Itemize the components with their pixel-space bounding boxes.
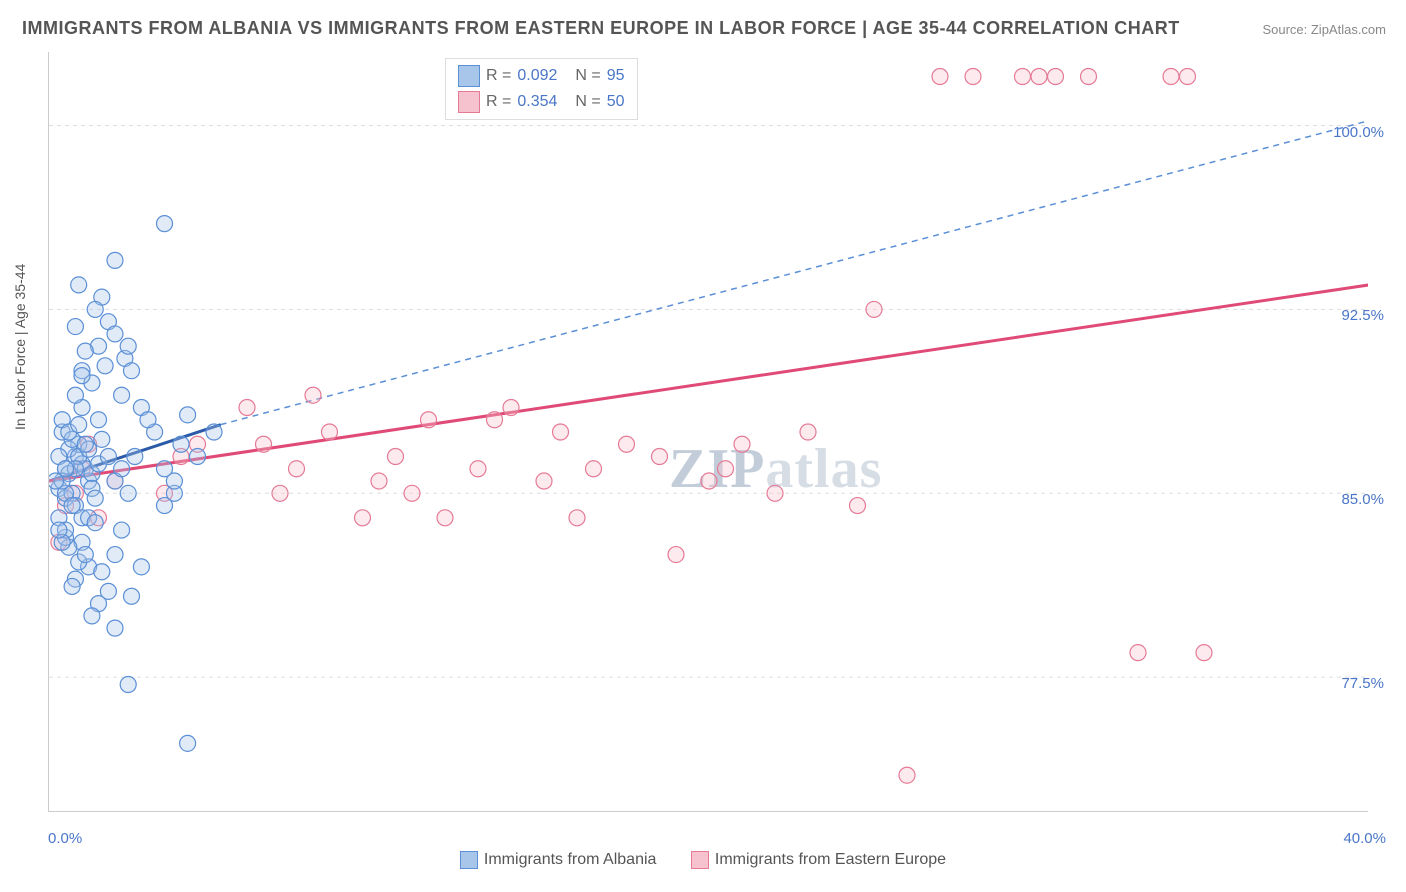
- x-tick-label-min: 0.0%: [48, 830, 82, 847]
- n-label: N =: [575, 93, 600, 111]
- source-prefix: Source:: [1262, 22, 1310, 37]
- n-value-albania: 95: [607, 67, 625, 85]
- correlation-legend: R = 0.092 N = 95 R = 0.354 N = 50: [445, 58, 638, 120]
- chart-title: IMMIGRANTS FROM ALBANIA VS IMMIGRANTS FR…: [22, 18, 1180, 39]
- source-name: ZipAtlas.com: [1311, 22, 1386, 37]
- x-tick-label-max: 40.0%: [1343, 830, 1386, 847]
- plot-svg: [49, 52, 1368, 811]
- n-value-eastern-europe: 50: [607, 93, 625, 111]
- swatch-albania: [458, 65, 480, 87]
- swatch-eastern-europe: [458, 91, 480, 113]
- plot-area: ZIPatlas: [48, 52, 1368, 812]
- swatch-eastern-europe-icon: [691, 851, 709, 869]
- legend-item-eastern-europe: Immigrants from Eastern Europe: [691, 851, 946, 869]
- n-label: N =: [575, 67, 600, 85]
- legend-row-eastern-europe: R = 0.354 N = 50: [458, 89, 625, 115]
- legend-item-albania: Immigrants from Albania: [460, 851, 657, 869]
- r-label: R =: [486, 93, 511, 111]
- chart-container: IMMIGRANTS FROM ALBANIA VS IMMIGRANTS FR…: [0, 0, 1406, 892]
- source-attribution: Source: ZipAtlas.com: [1262, 22, 1386, 37]
- series-legend: Immigrants from Albania Immigrants from …: [0, 851, 1406, 874]
- legend-row-albania: R = 0.092 N = 95: [458, 63, 625, 89]
- y-axis-label: In Labor Force | Age 35-44: [12, 264, 28, 430]
- r-label: R =: [486, 67, 511, 85]
- r-value-albania: 0.092: [517, 67, 557, 85]
- legend-label-albania: Immigrants from Albania: [484, 851, 657, 869]
- legend-label-eastern-europe: Immigrants from Eastern Europe: [715, 851, 946, 869]
- r-value-eastern-europe: 0.354: [517, 93, 557, 111]
- swatch-albania-icon: [460, 851, 478, 869]
